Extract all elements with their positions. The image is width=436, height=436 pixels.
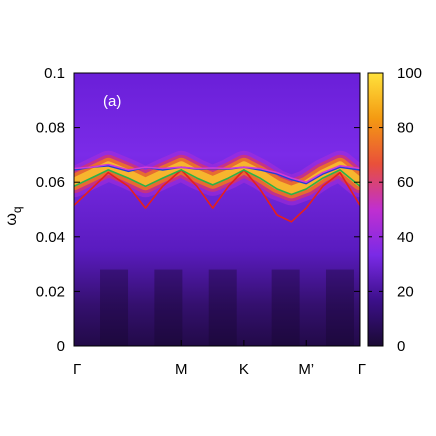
heat-stripe (154, 269, 183, 346)
heatmap-layer (74, 150, 360, 346)
x-tick-label: Γ (73, 361, 81, 378)
y-axis-label-sub: q (10, 206, 24, 213)
colorbar-tick-label: 80 (397, 120, 414, 137)
y-tick-label: 0.04 (36, 229, 65, 246)
colorbar-ticks: 0 20 40 60 80 100 (368, 65, 422, 355)
y-tick-label: 0.1 (44, 65, 65, 82)
x-tick-label: M’ (298, 361, 314, 378)
colorbar-bar (367, 72, 384, 347)
y-tick-label: 0 (57, 338, 65, 355)
y-axis-label: ωq (3, 206, 24, 225)
heat-stripe (325, 269, 354, 346)
heatmap-background (74, 73, 360, 346)
colorbar-tick-label: 40 (397, 229, 414, 246)
colorbar-tick-label: 20 (397, 283, 414, 300)
heat-stripe (100, 269, 129, 346)
plot-area (73, 72, 361, 347)
y-axis: 0 0.02 0.04 0.06 0.08 0.1 (36, 65, 360, 355)
series-layer (74, 163, 360, 223)
x-tick-label: K (239, 361, 249, 378)
y-tick-label: 0.08 (36, 120, 65, 137)
series-line-1 (74, 169, 360, 196)
x-axis: Γ M K M’ Γ (73, 340, 366, 378)
y-axis-label-main: ω (3, 213, 20, 226)
series-line-0 (74, 169, 360, 223)
heat-band (74, 161, 360, 195)
panel-label: (a) (103, 93, 121, 110)
x-tick-label: Γ (358, 361, 366, 378)
colorbar: 0 20 40 60 80 100 (367, 65, 422, 355)
series-line-3 (74, 163, 360, 183)
colorbar-tick-label: 60 (397, 174, 414, 191)
plot-frame (73, 72, 361, 347)
y-tick-label: 0.02 (36, 283, 65, 300)
y-tick-label: 0.06 (36, 174, 65, 191)
heat-stripe (271, 269, 300, 346)
x-tick-label: M (175, 361, 188, 378)
heat-stripe (208, 269, 237, 346)
colorbar-tick-label: 100 (397, 65, 422, 82)
colorbar-tick-label: 0 (397, 338, 405, 355)
